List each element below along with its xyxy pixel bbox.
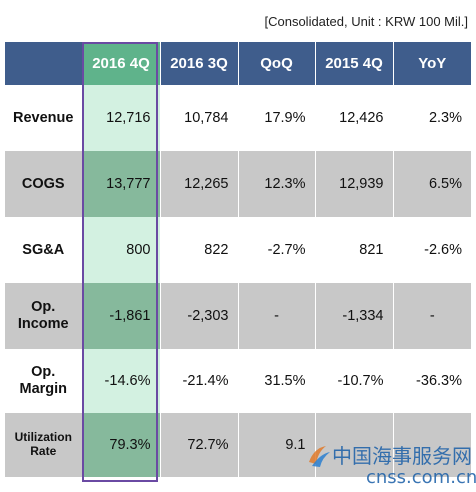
table-row-op-margin: Op. Margin -14.6% -21.4% 31.5% -10.7% -36.3%	[5, 349, 471, 413]
col-header-2016-3q: 2016 3Q	[160, 42, 239, 85]
row-label-cogs: COGS	[5, 151, 83, 217]
cell-utilization-rate-2015-4q	[315, 413, 394, 477]
cell-cogs-2016-3q: 12,265	[160, 151, 239, 217]
table-row-cogs: COGS 13,777 12,265 12.3% 12,939 6.5%	[5, 151, 471, 217]
watermark: 中国海事服务网 cnss.com.cn	[306, 440, 476, 490]
cell-cogs-qoq: 12.3%	[238, 151, 316, 217]
row-label-revenue: Revenue	[5, 85, 83, 151]
cell-op-income-yoy: -	[393, 283, 471, 349]
cell-op-income-qoq: -	[238, 283, 316, 349]
header-row: 2016 4Q 2016 3Q QoQ 2015 4Q YoY	[5, 42, 471, 85]
col-header-yoy: YoY	[393, 42, 471, 85]
cell-op-margin-yoy: -36.3%	[393, 349, 471, 413]
table-row-sga: SG&A 800 822 -2.7% 821 -2.6%	[5, 217, 471, 283]
cell-revenue-qoq: 17.9%	[238, 85, 316, 151]
row-label-op-margin: Op. Margin	[5, 349, 83, 413]
cell-op-margin-qoq: 31.5%	[238, 349, 316, 413]
row-label-op-income: Op. Income	[5, 283, 83, 349]
table-row-op-income: Op. Income -1,861 -2,303- -1,334-	[5, 283, 471, 349]
cell-sga-qoq: -2.7%	[238, 217, 316, 283]
unit-caption: [Consolidated, Unit : KRW 100 Mil.]	[264, 14, 468, 29]
cell-sga-2015-4q: 821	[315, 217, 394, 283]
col-header-2015-4q: 2015 4Q	[315, 42, 394, 85]
cell-revenue-2016-3q: 10,784	[160, 85, 239, 151]
cell-utilization-rate-yoy	[393, 413, 471, 477]
watermark-logo-icon	[309, 446, 330, 467]
cell-op-margin-2015-4q: -10.7%	[315, 349, 394, 413]
cell-utilization-rate-qoq: 9.1	[238, 413, 316, 477]
cell-sga-2016-3q: 822	[160, 217, 239, 283]
watermark-cn-text: 中国海事服务网	[332, 444, 472, 468]
col-header-2016-4q: 2016 4Q	[82, 42, 161, 85]
cell-sga-2016-4q: 800	[82, 217, 161, 283]
row-label-sga: SG&A	[5, 217, 83, 283]
cell-cogs-2016-4q: 13,777	[82, 151, 161, 217]
corner-header	[5, 42, 83, 85]
table-row-revenue: Revenue 12,716 10,784 17.9% 12,426 2.3%	[5, 85, 471, 151]
cell-revenue-2016-4q: 12,716	[82, 85, 161, 151]
watermark-en-text: cnss.com.cn	[366, 467, 476, 488]
cell-op-income-2015-4q: -1,334	[315, 283, 394, 349]
cell-op-margin-2016-4q: -14.6%	[82, 349, 161, 413]
cell-cogs-yoy: 6.5%	[393, 151, 471, 217]
col-header-qoq: QoQ	[238, 42, 316, 85]
cell-sga-yoy: -2.6%	[393, 217, 471, 283]
row-label-utilization-rate: Utilization Rate	[5, 413, 83, 477]
cell-op-income-2016-4q: -1,861	[82, 283, 161, 349]
cell-cogs-2015-4q: 12,939	[315, 151, 394, 217]
cell-revenue-yoy: 2.3%	[393, 85, 471, 151]
cell-utilization-rate-2016-4q: 79.3%	[82, 413, 161, 477]
table-row-utilization-rate: Utilization Rate 79.3% 72.7% 9.1	[5, 413, 471, 477]
cell-op-income-2016-3q: -2,303	[160, 283, 239, 349]
cell-revenue-2015-4q: 12,426	[315, 85, 394, 151]
cell-op-margin-2016-3q: -21.4%	[160, 349, 239, 413]
financial-summary-table: 2016 4Q 2016 3Q QoQ 2015 4Q YoY Revenue 1…	[5, 42, 471, 477]
cell-utilization-rate-2016-3q: 72.7%	[160, 413, 239, 477]
